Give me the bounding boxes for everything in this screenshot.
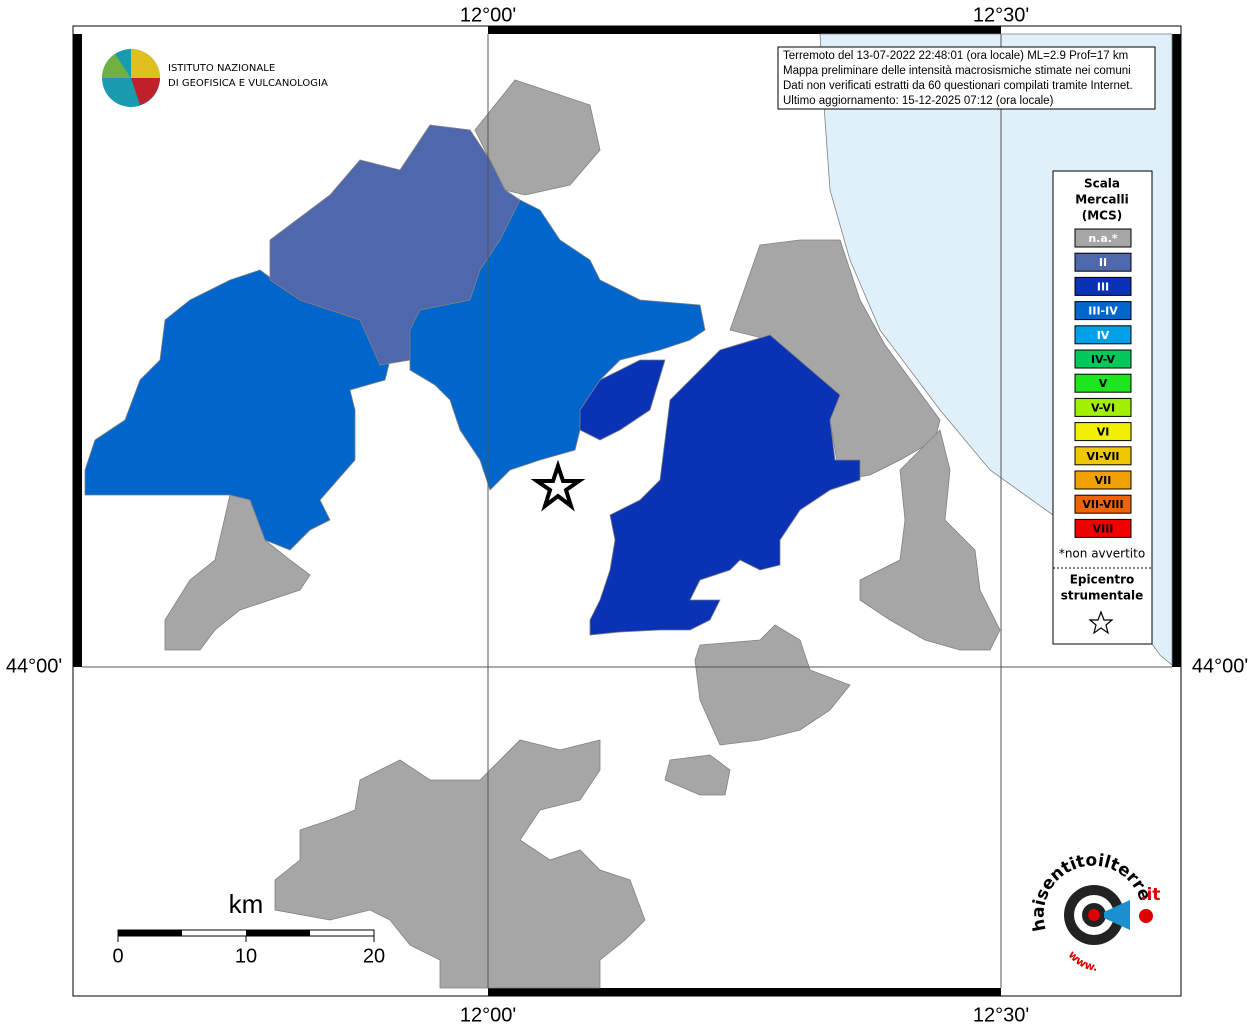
legend-label: III-IV [1088, 305, 1118, 318]
legend-label: V [1099, 377, 1108, 390]
legend-label: IV [1097, 329, 1110, 342]
lon-label: 12°30' [973, 1004, 1029, 1024]
info-line: Ultimo aggiornamento: 15-12-2025 07:12 (… [783, 95, 1054, 107]
info-lines: Terremoto del 13-07-2022 22:48:01 (ora l… [783, 50, 1133, 107]
lat-label: 44°00' [1192, 655, 1248, 677]
legend-label: II [1099, 256, 1107, 269]
info-line: Dati non verificati estratti da 60 quest… [783, 80, 1133, 92]
legend-label: VII-VIII [1082, 498, 1123, 511]
scale-bar-segment [118, 930, 182, 936]
scale-label: 0 [112, 945, 123, 967]
legend-swatch [1074, 276, 1132, 296]
logo-segment [102, 54, 131, 78]
institute-name: DI GEOFISICA E VULCANOLOGIA [168, 78, 328, 89]
logo-center [1088, 909, 1100, 921]
legend-swatch [1074, 349, 1132, 369]
scale-unit: km [229, 889, 264, 919]
legend-label: VII [1095, 474, 1112, 487]
legend-swatch [1074, 397, 1132, 417]
municipality [274, 739, 646, 989]
legend-label: n.a.* [1088, 232, 1118, 245]
legend-label: VI-VII [1086, 450, 1119, 463]
epicenter-label: strumentale [1061, 589, 1144, 603]
lon-label: 12°00' [460, 1004, 516, 1024]
legend-label: III [1097, 280, 1109, 293]
legend-swatch [1074, 470, 1132, 490]
municipality [84, 269, 391, 551]
municipality [409, 199, 706, 491]
legend: ScalaMercalli(MCS)n.a.*IIIIIIII-IVIVIV-V… [1074, 177, 1132, 538]
legend-swatch [1074, 252, 1132, 272]
municipality [589, 334, 861, 636]
legend-title: Scala [1084, 177, 1120, 191]
legend-title: Mercalli [1075, 193, 1129, 207]
municipality [664, 754, 731, 796]
legend-swatch [1074, 301, 1132, 321]
legend-note: *non avvertito [1059, 547, 1145, 561]
legend-label: VIII [1093, 522, 1114, 535]
legend-star [1088, 610, 1114, 635]
info-line: Terremoto del 13-07-2022 22:48:01 (ora l… [783, 50, 1128, 62]
municipality [579, 359, 666, 441]
frame-band [1172, 34, 1181, 667]
logo-domain: .it [1140, 885, 1160, 905]
scale-bar: km 0 10 20 [112, 889, 385, 967]
frame-band [488, 988, 1001, 996]
logo-segment [131, 78, 160, 105]
info-box [777, 46, 1156, 110]
epicenter-label: Epicentro [1070, 573, 1135, 587]
legend-swatch [1074, 518, 1132, 538]
legend-swatch [1074, 325, 1132, 345]
scale-label: 20 [363, 945, 385, 967]
frame-band [73, 34, 82, 667]
municipality [164, 494, 311, 651]
municipality [694, 624, 851, 746]
lon-label: 12°00' [460, 4, 516, 26]
logo-speaker [1104, 900, 1130, 930]
regions [84, 79, 1001, 989]
municipality [859, 429, 1001, 651]
legend-swatch [1074, 373, 1132, 393]
lat-label: 44°00' [6, 655, 62, 677]
legend-swatch [1074, 446, 1132, 466]
epicenter-star [530, 459, 586, 512]
institute-name: ISTITUTO NAZIONALE [168, 63, 275, 74]
scale-label: 10 [235, 945, 257, 967]
ingv-logo: ISTITUTO NAZIONALE DI GEOFISICA E VULCAN… [102, 49, 328, 107]
logo-segment [131, 49, 160, 78]
legend-swatch [1074, 494, 1132, 514]
legend-label: V-VI [1091, 401, 1115, 414]
legend-swatch [1074, 422, 1132, 442]
legend-label: IV-V [1091, 353, 1116, 366]
legend-label: VI [1097, 426, 1110, 439]
info-line: Mappa preliminare delle intensità macros… [783, 65, 1131, 77]
lon-label: 12°30' [973, 4, 1029, 26]
legend-swatch [1074, 228, 1132, 248]
logo-question [1139, 909, 1153, 923]
legend-title: (MCS) [1082, 209, 1123, 223]
frame-band [488, 26, 1001, 34]
scale-bar-segment [246, 930, 310, 936]
